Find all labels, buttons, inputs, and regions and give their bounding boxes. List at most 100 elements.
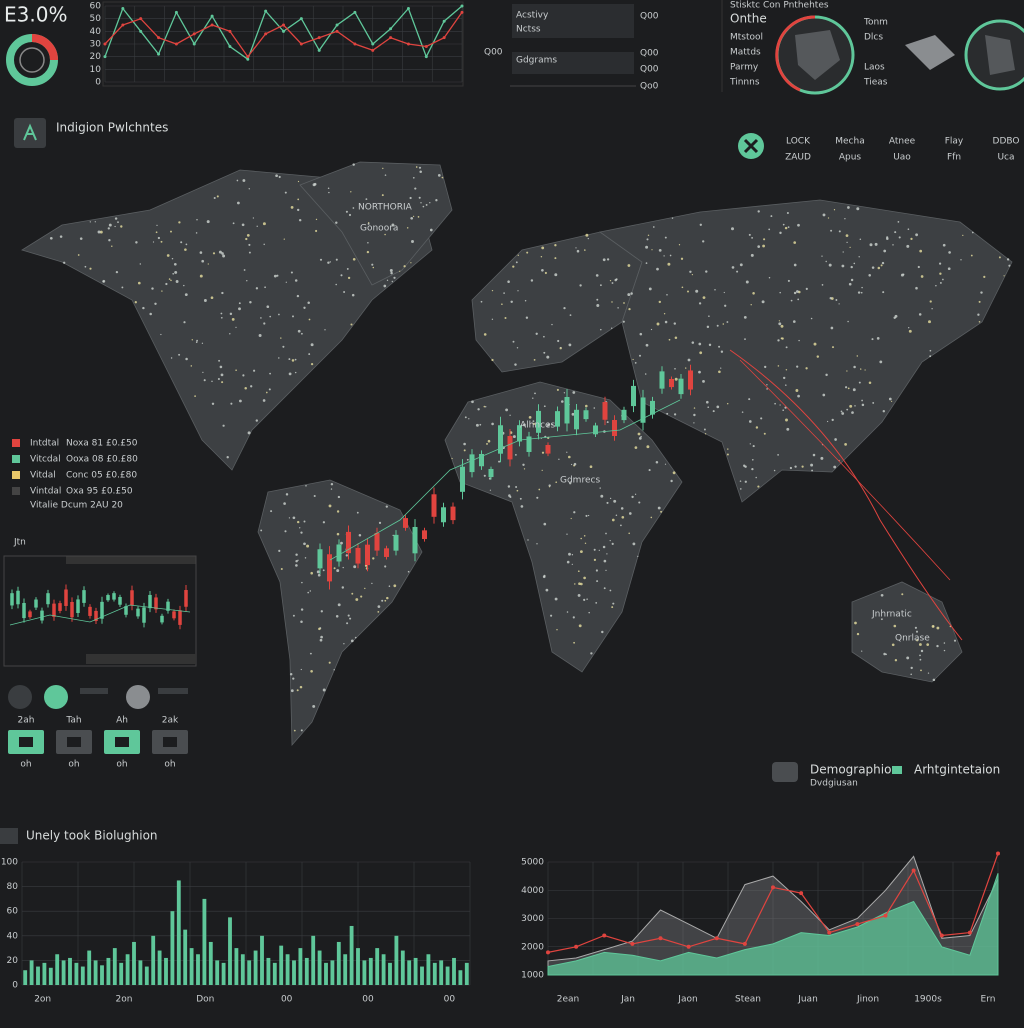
city-dot: [596, 580, 599, 583]
icon-glyph: [23, 123, 37, 141]
city-dot: [939, 272, 942, 275]
city-dot: [580, 537, 583, 540]
city-dot: [260, 529, 263, 532]
city-dot: [666, 294, 668, 296]
city-dot: [845, 386, 848, 389]
point: [353, 10, 357, 14]
city-dot: [384, 174, 387, 176]
bar: [413, 957, 418, 985]
city-dot: [288, 358, 291, 361]
city-dot: [300, 531, 303, 534]
candle-body: [593, 425, 598, 435]
city-dot: [638, 437, 642, 440]
city-dot: [601, 630, 604, 634]
city-dot: [797, 298, 800, 301]
city-dot: [634, 362, 637, 364]
top-line-chart: 0 10 20 30 40 50 60: [90, 2, 464, 88]
city-dot: [266, 305, 270, 309]
city-dot: [256, 225, 258, 227]
city-dot: [573, 462, 577, 466]
city-dot: [651, 249, 653, 251]
city-dot: [316, 570, 320, 574]
city-dot: [84, 265, 87, 268]
city-dot: [805, 287, 808, 290]
city-dot: [557, 339, 560, 343]
bar: [432, 962, 437, 985]
globe-land: [795, 30, 840, 80]
point: [264, 9, 268, 13]
candle-body: [488, 468, 494, 478]
city-dot: [354, 636, 357, 639]
city-dot: [718, 345, 721, 348]
chat-icon[interactable]: [772, 762, 798, 782]
city-dot: [294, 371, 297, 374]
button-caption: 2ak: [162, 716, 179, 726]
city-dot: [327, 261, 330, 264]
city-dot: [766, 384, 768, 386]
city-dot: [283, 502, 286, 505]
legend-value: Ooxa 08 £0.£80: [66, 455, 138, 465]
city-dot: [822, 213, 826, 217]
city-dot: [861, 650, 863, 652]
city-dot: [910, 673, 912, 676]
city-dot: [691, 341, 695, 344]
status-label: DDBO: [993, 137, 1020, 147]
city-dot: [886, 236, 889, 239]
city-dot: [1006, 258, 1010, 261]
city-dot: [297, 208, 300, 212]
city-dot: [463, 449, 466, 452]
city-dot: [555, 481, 558, 484]
y-tick-label: 0: [95, 78, 101, 88]
bar: [23, 970, 28, 985]
city-dot: [249, 300, 252, 304]
point: [658, 936, 663, 941]
button-sub: oh: [20, 760, 31, 770]
city-dot: [160, 333, 162, 336]
city-dot: [303, 542, 306, 546]
city-dot: [429, 202, 431, 204]
city-dot: [134, 301, 137, 304]
icon-button[interactable]: [44, 685, 68, 709]
city-dot: [477, 408, 480, 411]
button-glyph: [163, 737, 177, 747]
icon-button[interactable]: [126, 685, 150, 709]
city-dot: [726, 402, 729, 405]
bar: [138, 960, 143, 985]
city-dot: [644, 373, 647, 375]
city-dot: [810, 463, 814, 467]
point: [174, 10, 178, 14]
bar: [324, 962, 328, 985]
point: [939, 933, 944, 938]
city-dot: [510, 300, 513, 304]
point: [335, 23, 339, 27]
x-tick-label: Stean: [735, 995, 761, 1005]
button-row: 2ah oh Tah oh Ah oh 2ak oh: [8, 716, 188, 770]
city-dot: [322, 521, 326, 524]
city-dot: [882, 410, 885, 413]
bar: [311, 935, 316, 985]
point: [299, 17, 303, 21]
city-dot: [308, 318, 311, 321]
city-dot: [605, 569, 607, 572]
candle-body: [460, 466, 465, 492]
city-dot: [908, 329, 912, 333]
city-dot: [910, 237, 913, 241]
city-dot: [170, 357, 173, 359]
city-dot: [544, 271, 547, 275]
icon-button[interactable]: [8, 685, 32, 709]
city-dot: [543, 405, 546, 408]
city-dot: [586, 598, 588, 600]
city-dot: [522, 423, 526, 427]
city-dot: [365, 198, 368, 201]
city-dot: [852, 388, 856, 392]
city-dot: [816, 355, 820, 358]
city-dot: [883, 249, 887, 253]
city-dot: [634, 493, 637, 495]
city-dot: [161, 290, 163, 292]
city-dot: [760, 417, 763, 420]
city-dot: [841, 264, 845, 268]
city-dot: [693, 422, 695, 424]
city-dot: [942, 243, 946, 247]
city-dot: [797, 394, 800, 398]
